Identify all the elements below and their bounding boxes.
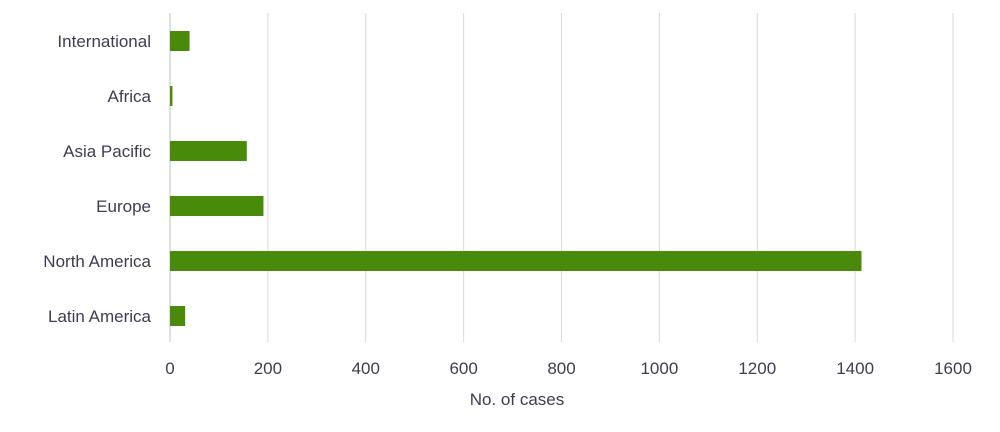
category-label: Latin America [48, 307, 152, 326]
category-label: North America [43, 252, 151, 271]
category-label: Africa [108, 87, 152, 106]
x-tick-label: 800 [547, 359, 575, 378]
bar [170, 251, 862, 271]
x-tick-label: 600 [449, 359, 477, 378]
bar [170, 31, 190, 51]
bar [170, 141, 247, 161]
bars [170, 31, 862, 326]
category-label: Asia Pacific [63, 142, 151, 161]
x-tick-label: 1000 [640, 359, 678, 378]
x-tick-label: 200 [254, 359, 282, 378]
bar [170, 86, 173, 106]
x-tick-labels: 0 200 400 600 800 1000 1200 1400 1600 [165, 359, 972, 378]
bar [170, 196, 264, 216]
x-tick-label: 1400 [836, 359, 874, 378]
x-tick-label: 1200 [738, 359, 776, 378]
category-labels: International Africa Asia Pacific Europe Nor… [43, 32, 151, 326]
category-label: Europe [96, 197, 151, 216]
category-label: International [57, 32, 151, 51]
gridlines [169, 13, 954, 342]
x-axis-title: No. of cases [470, 390, 565, 409]
x-tick-label: 1600 [934, 359, 972, 378]
x-tick-label: 0 [165, 359, 174, 378]
bar [170, 306, 186, 326]
x-tick-label: 400 [352, 359, 380, 378]
